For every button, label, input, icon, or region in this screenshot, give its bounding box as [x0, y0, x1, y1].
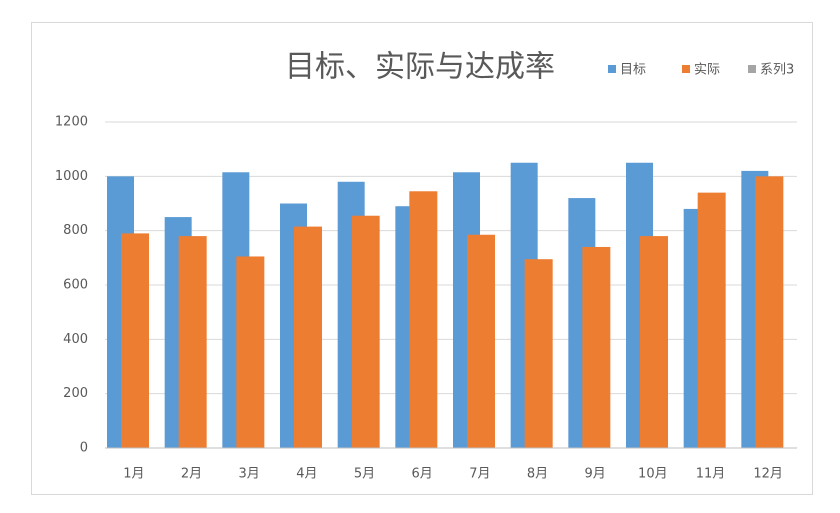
y-tick-label: 1200: [55, 115, 88, 130]
x-tick-label: 11月: [696, 467, 726, 482]
bar: [640, 236, 668, 448]
y-tick-label: 0: [80, 441, 88, 456]
x-tick-label: 3月: [239, 467, 260, 482]
x-tick-label: 9月: [585, 467, 606, 482]
legend-swatch: [748, 65, 756, 73]
bar: [467, 234, 495, 448]
y-tick-label: 800: [63, 223, 88, 238]
x-tick-label: 10月: [638, 467, 668, 482]
x-tick-label: 8月: [527, 467, 548, 482]
y-tick-label: 200: [63, 386, 88, 401]
x-tick-label: 5月: [354, 467, 375, 482]
x-tick-label: 4月: [296, 467, 317, 482]
bar: [697, 192, 726, 448]
legend-swatch: [682, 65, 690, 73]
chart-title: 目标、实际与达成率: [285, 50, 555, 85]
bar: [409, 191, 438, 448]
bar: [294, 226, 322, 448]
y-tick-label: 400: [63, 332, 88, 347]
x-tick-label: 6月: [412, 467, 433, 482]
y-tick-label: 600: [63, 278, 88, 293]
bar: [755, 176, 784, 449]
bar: [351, 215, 380, 448]
bar: [524, 259, 553, 448]
bar: [582, 246, 611, 448]
legend-label: 系列3: [760, 63, 794, 78]
y-tick-label: 1000: [55, 169, 88, 184]
x-tick-label: 1月: [123, 467, 144, 482]
x-tick-label: 7月: [469, 467, 490, 482]
bar: [236, 256, 265, 448]
bar: [178, 236, 207, 448]
x-tick-label: 12月: [753, 467, 783, 482]
legend-label: 实际: [694, 63, 720, 78]
legend-swatch: [608, 65, 616, 73]
legend-label: 目标: [620, 63, 646, 78]
bar: [121, 233, 149, 448]
x-tick-label: 2月: [181, 467, 202, 482]
